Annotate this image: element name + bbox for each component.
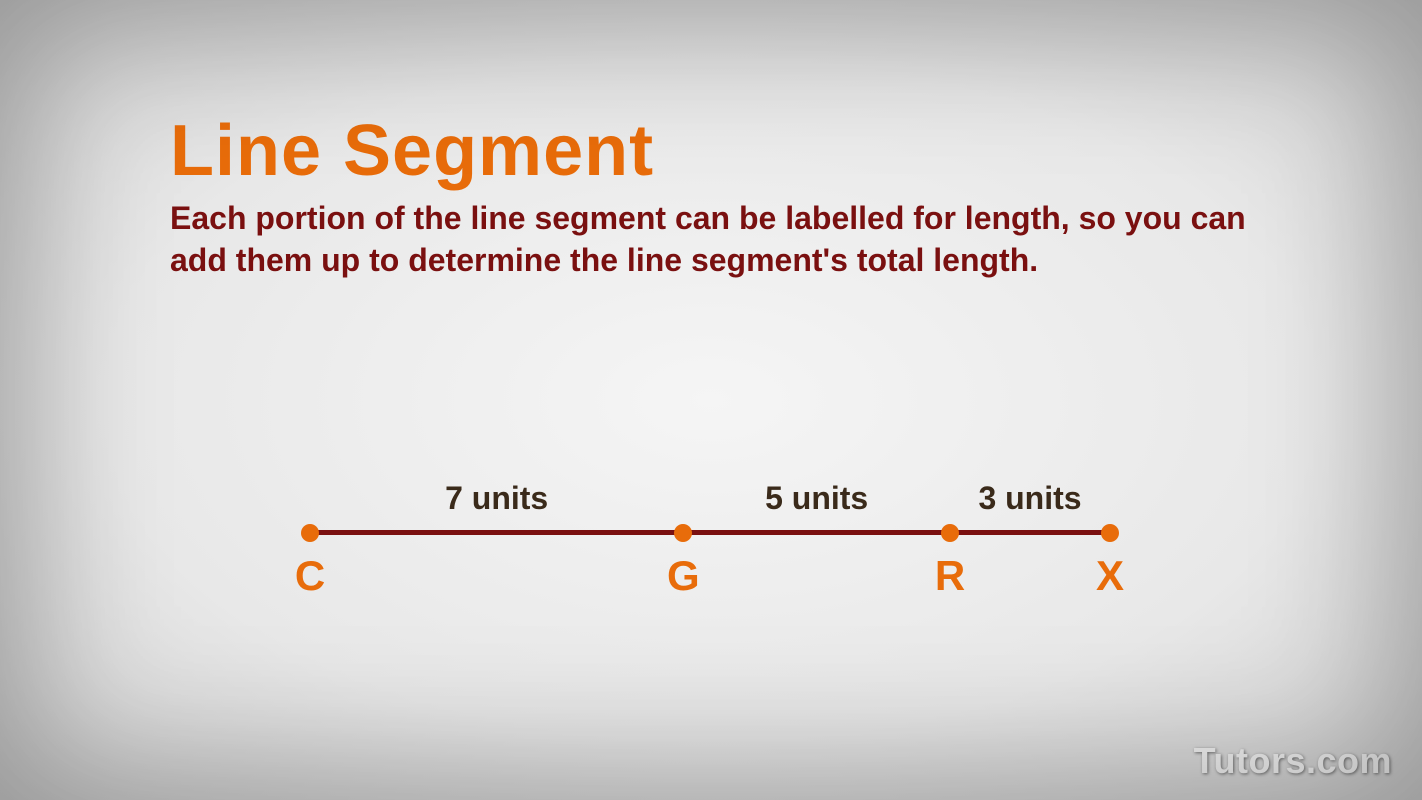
point-x bbox=[1101, 524, 1119, 542]
line-segment-diagram: CGRX7 units5 units3 units bbox=[300, 490, 1120, 650]
point-label-r: R bbox=[935, 552, 965, 600]
point-label-g: G bbox=[667, 552, 700, 600]
watermark: Tutors.com bbox=[1194, 740, 1392, 782]
point-r bbox=[941, 524, 959, 542]
page-title: Line Segment bbox=[170, 110, 1270, 192]
unit-label-rx: 3 units bbox=[978, 480, 1081, 517]
unit-label-cg: 7 units bbox=[445, 480, 548, 517]
unit-label-gr: 5 units bbox=[765, 480, 868, 517]
point-label-c: C bbox=[295, 552, 325, 600]
content-area: Line Segment Each portion of the line se… bbox=[170, 110, 1270, 281]
point-label-x: X bbox=[1096, 552, 1124, 600]
point-c bbox=[301, 524, 319, 542]
point-g bbox=[674, 524, 692, 542]
segment-line bbox=[310, 530, 1110, 535]
page-subtitle: Each portion of the line segment can be … bbox=[170, 198, 1270, 281]
